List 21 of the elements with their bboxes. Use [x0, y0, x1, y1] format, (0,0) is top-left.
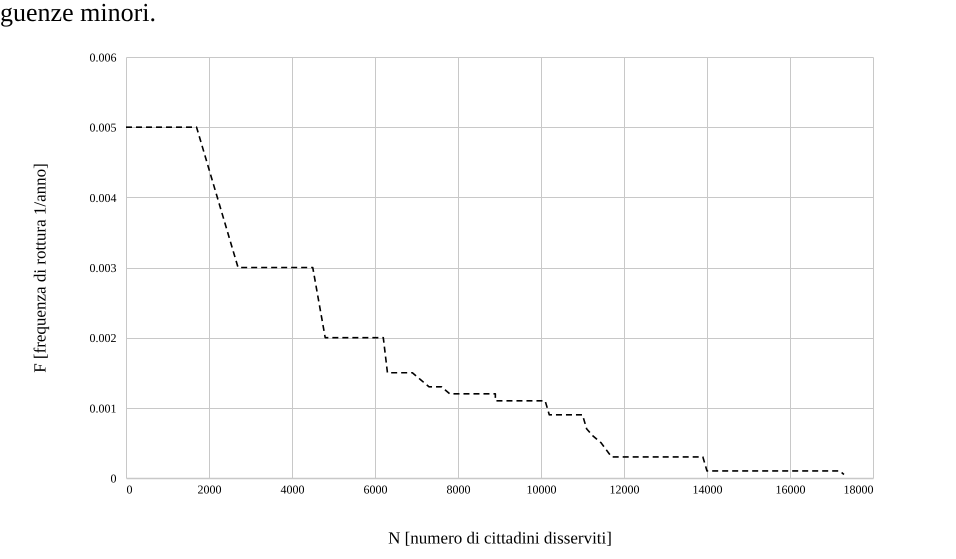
y-tick-label: 0.004 [90, 190, 116, 205]
x-tick-label: 4000 [280, 482, 304, 496]
x-tick-label: 12000 [610, 482, 640, 496]
x-tick-label: 6000 [364, 482, 388, 496]
y-tick-label: 0 [110, 472, 116, 486]
line-series [125, 126, 845, 476]
y-tick-label: 0.002 [90, 331, 116, 346]
y-tick-label: 0.005 [90, 120, 116, 135]
x-tick-label: 8000 [446, 482, 470, 496]
text: guenze minori. [0, 0, 156, 28]
x-tick-label: 18000 [844, 482, 874, 496]
x-tick-label: 0 [126, 482, 132, 496]
x-tick-label: 14000 [692, 482, 722, 496]
y-tick-label: 0.001 [90, 401, 116, 416]
x-tick-label: 2000 [198, 482, 222, 496]
x-tick-label: 10000 [526, 482, 556, 496]
y-tick-label: 0.006 [90, 50, 116, 64]
y-axis-title: F [frequenza di rottura 1/anno] [30, 163, 50, 373]
y-tick-label: 0.003 [90, 261, 116, 275]
x-axis-title: N [numero di cittadini disserviti] [388, 528, 612, 548]
x-tick-label: 16000 [776, 482, 806, 496]
